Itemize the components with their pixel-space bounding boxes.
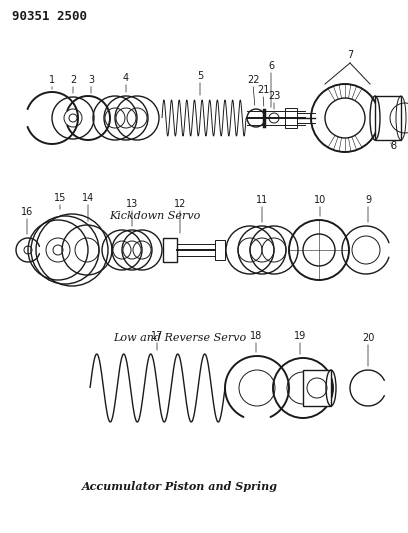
Text: 15: 15 [54, 193, 66, 203]
Text: 16: 16 [21, 207, 33, 217]
Text: 18: 18 [250, 331, 262, 341]
Bar [303, 370, 331, 406]
Text: 14: 14 [82, 193, 94, 203]
Text: 17: 17 [151, 331, 163, 341]
Text: 11: 11 [256, 195, 268, 205]
Text: Kickdown Servo: Kickdown Servo [109, 211, 201, 221]
Bar [285, 108, 297, 128]
Text: 9: 9 [365, 195, 371, 205]
Text: 12: 12 [174, 199, 186, 209]
Text: 20: 20 [362, 333, 374, 343]
Text: 21: 21 [257, 85, 269, 95]
Text: 2: 2 [70, 75, 76, 85]
Text: 7: 7 [347, 50, 353, 60]
Bar [375, 96, 401, 140]
Text: 13: 13 [126, 199, 138, 209]
Text: 4: 4 [123, 73, 129, 83]
Text: 8: 8 [390, 141, 396, 151]
Text: Accumulator Piston and Spring: Accumulator Piston and Spring [82, 481, 277, 491]
Text: 3: 3 [88, 75, 94, 85]
Text: 22: 22 [247, 75, 259, 85]
Bar [163, 238, 177, 262]
Bar [215, 240, 225, 260]
Text: 6: 6 [268, 61, 274, 71]
Text: Low and Reverse Servo: Low and Reverse Servo [113, 334, 246, 343]
Text: 1: 1 [49, 75, 55, 85]
Text: 90351 2500: 90351 2500 [12, 10, 87, 23]
Text: 10: 10 [314, 195, 326, 205]
Text: 23: 23 [268, 91, 280, 101]
Text: 19: 19 [294, 331, 306, 341]
Text: 5: 5 [197, 71, 203, 81]
